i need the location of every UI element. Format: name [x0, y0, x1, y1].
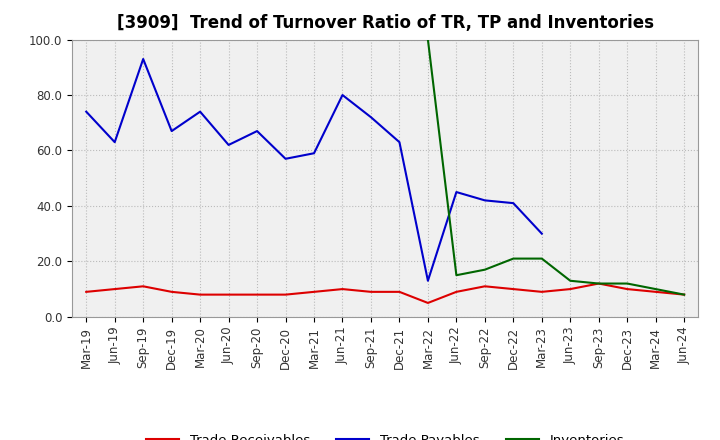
- Trade Receivables: [366, 289, 375, 294]
- Trade Receivables: [82, 289, 91, 294]
- Trade Payables: [196, 109, 204, 114]
- Trade Payables: [537, 231, 546, 236]
- Line: Inventories: Inventories: [428, 40, 684, 295]
- Trade Receivables: [395, 289, 404, 294]
- Line: Trade Receivables: Trade Receivables: [86, 283, 684, 303]
- Trade Payables: [225, 142, 233, 147]
- Trade Payables: [366, 114, 375, 120]
- Trade Receivables: [652, 289, 660, 294]
- Trade Payables: [167, 128, 176, 134]
- Trade Payables: [310, 150, 318, 156]
- Trade Payables: [82, 109, 91, 114]
- Trade Receivables: [282, 292, 290, 297]
- Trade Receivables: [139, 284, 148, 289]
- Inventories: [623, 281, 631, 286]
- Trade Payables: [110, 139, 119, 145]
- Trade Receivables: [509, 286, 518, 292]
- Trade Payables: [139, 56, 148, 62]
- Trade Payables: [480, 198, 489, 203]
- Trade Receivables: [338, 286, 347, 292]
- Inventories: [537, 256, 546, 261]
- Trade Receivables: [225, 292, 233, 297]
- Trade Receivables: [623, 286, 631, 292]
- Trade Receivables: [566, 286, 575, 292]
- Trade Receivables: [480, 284, 489, 289]
- Trade Receivables: [253, 292, 261, 297]
- Trade Receivables: [196, 292, 204, 297]
- Trade Receivables: [452, 289, 461, 294]
- Trade Payables: [452, 189, 461, 194]
- Inventories: [509, 256, 518, 261]
- Inventories: [680, 292, 688, 297]
- Inventories: [595, 281, 603, 286]
- Trade Receivables: [110, 286, 119, 292]
- Inventories: [452, 272, 461, 278]
- Trade Receivables: [537, 289, 546, 294]
- Trade Payables: [338, 92, 347, 98]
- Inventories: [566, 278, 575, 283]
- Trade Receivables: [167, 289, 176, 294]
- Inventories: [652, 286, 660, 292]
- Trade Payables: [253, 128, 261, 134]
- Title: [3909]  Trend of Turnover Ratio of TR, TP and Inventories: [3909] Trend of Turnover Ratio of TR, TP…: [117, 15, 654, 33]
- Line: Trade Payables: Trade Payables: [86, 59, 541, 281]
- Trade Payables: [395, 139, 404, 145]
- Trade Receivables: [423, 300, 432, 305]
- Legend: Trade Receivables, Trade Payables, Inventories: Trade Receivables, Trade Payables, Inven…: [141, 429, 629, 440]
- Inventories: [423, 37, 432, 42]
- Inventories: [480, 267, 489, 272]
- Trade Payables: [423, 278, 432, 283]
- Trade Receivables: [595, 281, 603, 286]
- Trade Receivables: [680, 292, 688, 297]
- Trade Receivables: [310, 289, 318, 294]
- Trade Payables: [282, 156, 290, 161]
- Trade Payables: [509, 201, 518, 206]
